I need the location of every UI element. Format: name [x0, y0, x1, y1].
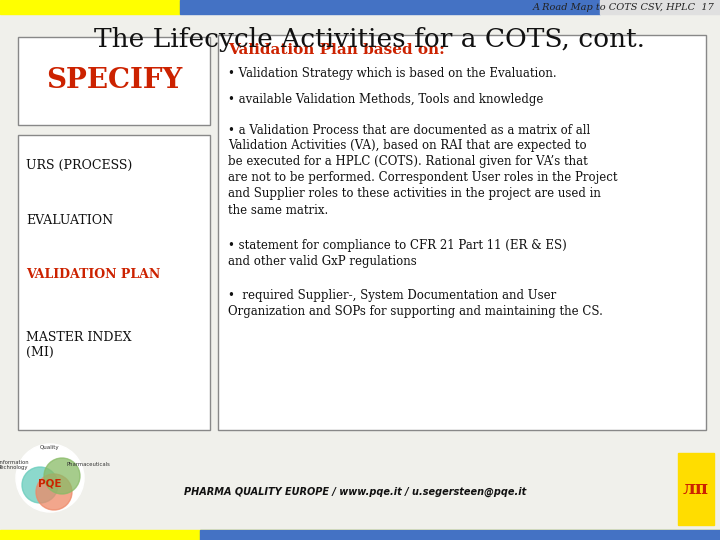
Text: Validation Plan based on:: Validation Plan based on: [228, 43, 445, 57]
Bar [0, 0, 180, 14]
Text: • Validation Strategy which is based on the Evaluation.: • Validation Strategy which is based on … [228, 68, 557, 80]
Text: •  required Supplier-, System Documentation and User: • required Supplier-, System Documentati… [228, 288, 557, 301]
Text: A Road Map to COTS CSV, HPLC  17: A Road Map to COTS CSV, HPLC 17 [533, 3, 715, 11]
Text: PQE: PQE [38, 478, 62, 488]
Circle shape [44, 458, 80, 494]
Text: VALIDATION PLAN: VALIDATION PLAN [26, 268, 161, 281]
Text: Organization and SOPs for supporting and maintaining the CS.: Organization and SOPs for supporting and… [228, 305, 603, 318]
Bar [0, 530, 720, 540]
Text: • statement for compliance to CFR 21 Part 11 (ER & ES): • statement for compliance to CFR 21 Par… [228, 239, 567, 252]
Text: Pharmaceuticals: Pharmaceuticals [66, 462, 110, 468]
Bar [18, 135, 210, 430]
Circle shape [16, 444, 84, 512]
Bar [678, 453, 714, 525]
Text: • available Validation Methods, Tools and knowledge: • available Validation Methods, Tools an… [228, 93, 544, 106]
Text: and other valid GxP regulations: and other valid GxP regulations [228, 254, 417, 267]
Text: Quality: Quality [40, 446, 60, 450]
Text: be executed for a HPLC (COTS). Rational given for VA’s that: be executed for a HPLC (COTS). Rational … [228, 156, 588, 168]
Bar [200, 530, 720, 540]
Text: URS (PROCESS): URS (PROCESS) [26, 159, 132, 172]
Text: • a Validation Process that are documented as a matrix of all: • a Validation Process that are document… [228, 124, 590, 137]
Text: and Supplier roles to these activities in the project are used in: and Supplier roles to these activities i… [228, 187, 601, 200]
Bar [0, 435, 720, 530]
Text: EVALUATION: EVALUATION [26, 213, 113, 226]
Text: Information
Technology: Information Technology [0, 460, 30, 470]
Bar [218, 35, 706, 430]
Circle shape [36, 474, 72, 510]
Text: MASTER INDEX
(MI): MASTER INDEX (MI) [26, 331, 132, 359]
Circle shape [22, 467, 58, 503]
Text: the same matrix.: the same matrix. [228, 204, 328, 217]
Text: Validation Activities (VA), based on RAI that are expected to: Validation Activities (VA), based on RAI… [228, 139, 587, 152]
Text: The Lifecycle Activities for a COTS, cont.: The Lifecycle Activities for a COTS, con… [94, 28, 646, 52]
Bar [180, 0, 600, 14]
Bar [600, 0, 720, 14]
Text: лп: лп [683, 480, 709, 498]
Text: are not to be performed. Correspondent User roles in the Project: are not to be performed. Correspondent U… [228, 172, 618, 185]
Bar [18, 37, 210, 125]
Text: PHARMA QUALITY EUROPE / www.pqe.it / u.segersteen@pqe.it: PHARMA QUALITY EUROPE / www.pqe.it / u.s… [184, 487, 526, 497]
Text: SPECIFY: SPECIFY [46, 68, 182, 94]
